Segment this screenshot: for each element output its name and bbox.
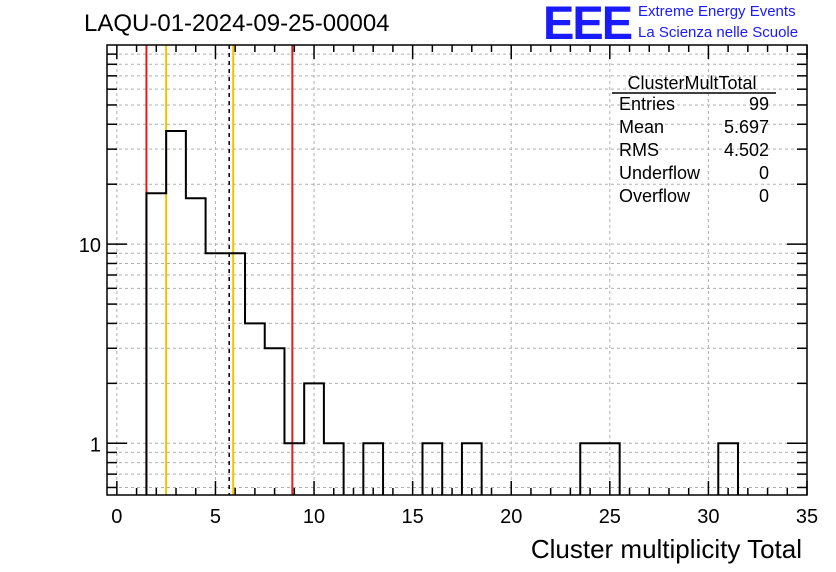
eee-logo: EEE Extreme Energy Events La Scienza nel… — [543, 0, 833, 49]
marker-lines — [145, 45, 294, 495]
x-tick-label: 5 — [210, 506, 221, 528]
x-tick-label: 25 — [599, 506, 621, 528]
stats-value-mean: 5.697 — [724, 117, 769, 137]
logo-mark: EEE — [543, 0, 633, 49]
x-tick-label: 15 — [402, 506, 424, 528]
stats-label-overflow: Overflow — [619, 186, 691, 206]
x-tick-label: 30 — [697, 506, 719, 528]
y-tick-label: 1 — [90, 434, 101, 456]
histogram-step-line — [145, 129, 739, 495]
logo-line-2: La Scienza nelle Scuole — [638, 24, 799, 41]
stats-label-mean: Mean — [619, 117, 664, 137]
x-tick-label: 10 — [303, 506, 325, 528]
stats-value-rms: 4.502 — [724, 140, 769, 160]
grid — [107, 45, 807, 495]
x-tick-label: 35 — [796, 506, 818, 528]
plot-frame — [106, 44, 808, 496]
axis-tick-labels: 0 5 10 15 20 25 30 35 1 10 — [79, 235, 818, 528]
stats-label-entries: Entries — [619, 94, 675, 114]
axis-ticks — [107, 45, 808, 495]
stats-value-underflow: 0 — [759, 163, 769, 183]
stats-label-rms: RMS — [619, 140, 659, 160]
stats-value-overflow: 0 — [759, 186, 769, 206]
logo-line-1: Extreme Energy Events — [638, 3, 796, 20]
page-title: LAQU-01-2024-09-25-00004 — [84, 10, 390, 37]
stats-value-entries: 99 — [749, 94, 769, 114]
x-axis-title: Cluster multiplicity Total — [530, 534, 802, 564]
stats-title: ClusterMultTotal — [627, 73, 756, 93]
stats-label-underflow: Underflow — [619, 163, 701, 183]
x-tick-label: 20 — [500, 506, 522, 528]
stats-box: ClusterMultTotal Entries 99 Mean 5.697 R… — [612, 73, 776, 206]
y-tick-label: 10 — [79, 235, 101, 257]
x-tick-label: 0 — [111, 506, 122, 528]
